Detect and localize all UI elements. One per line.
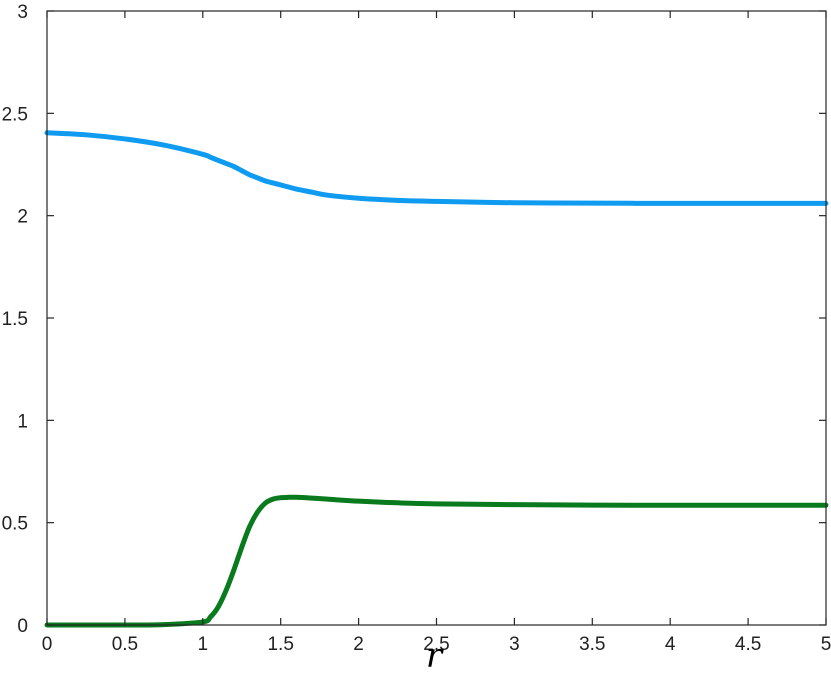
y-tick-marks [47,10,826,626]
x-tick-marks [46,11,827,625]
x-tick-label: 4.5 [735,634,761,655]
y-tick-label: 0.5 [2,514,28,535]
axes-frame [46,10,827,626]
y-tick-label: 1.5 [2,309,28,330]
x-tick-label: 1.5 [267,634,293,655]
x-axis-title: r [426,636,444,676]
x-tick-labels: 0 0.5 1 1.5 2 2.5 3 3.5 4 4.5 5 [42,634,831,655]
x-tick-label: 2.5 [423,634,449,655]
y-tick-label: 3 [17,2,28,23]
series-line-1 [44,130,829,206]
y-tick-label: 1 [17,411,28,432]
x-tick-label: 0.5 [112,634,138,655]
x-tick-label: 3 [509,634,520,655]
x-tick-label: 5 [821,634,831,655]
x-tick-label: 0 [42,634,53,655]
series-line-2 [44,494,829,628]
y-tick-label: 0 [17,616,28,637]
axes: 0 0.5 1 1.5 2 2.5 3 3.5 4 4.5 5 0 0.5 1 1.5 2 2.5 3 [2,2,831,655]
x-tick-label: 1 [198,634,209,655]
y-tick-labels: 0 0.5 1 1.5 2 2.5 3 [2,2,28,637]
plot-lines [44,130,829,628]
x-tick-label: 3.5 [579,634,605,655]
x-tick-label: 4 [665,634,676,655]
y-tick-label: 2 [17,207,28,228]
x-tick-label: 2 [353,634,364,655]
y-tick-label: 2.5 [2,104,28,125]
